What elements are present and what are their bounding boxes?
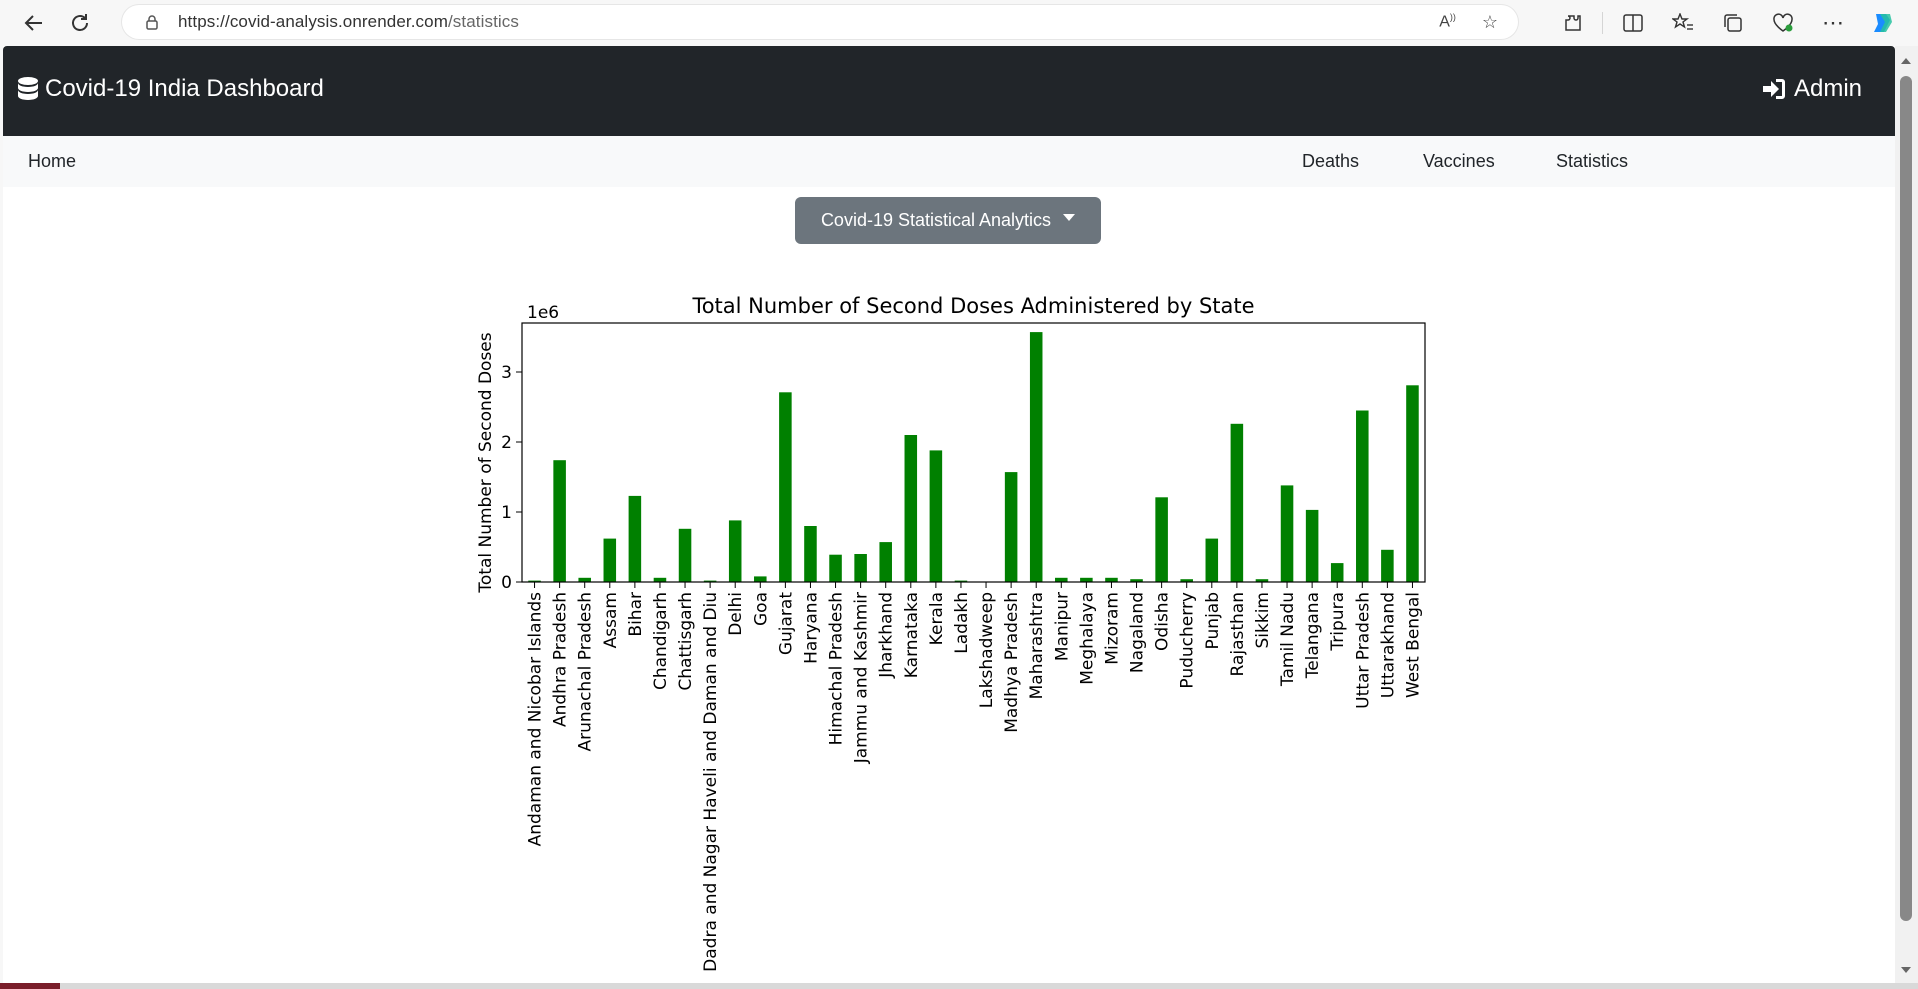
x-tick-label: Meghalaya: [1077, 592, 1097, 685]
x-tick-label: Gujarat: [776, 592, 796, 655]
x-tick-label: Chattisgarh: [676, 592, 696, 691]
taskbar-edge: [0, 983, 1918, 989]
bar: [1155, 497, 1168, 582]
url-host: https://covid-analysis.onrender.com: [178, 12, 448, 31]
bar: [578, 578, 591, 582]
bar: [1105, 578, 1118, 582]
y-tick-label: 3: [501, 363, 512, 383]
favorites-list-icon[interactable]: [1658, 3, 1708, 43]
bar: [1306, 510, 1319, 582]
x-tick-label: West Bengal: [1403, 592, 1423, 698]
lock-icon: [144, 14, 160, 30]
favorite-star-icon[interactable]: ☆: [1482, 12, 1498, 33]
copilot-icon[interactable]: [1858, 3, 1908, 43]
x-tick-label: Tripura: [1328, 592, 1348, 652]
bar: [1206, 539, 1219, 582]
x-tick-label: Rajasthan: [1228, 592, 1248, 677]
x-tick-label: Andaman and Nicobar Islands: [526, 592, 546, 847]
browser-toolbar: https://covid-analysis.onrender.com/stat…: [0, 0, 1918, 45]
x-tick-label: Uttarakhand: [1378, 592, 1398, 698]
bar: [1080, 578, 1093, 582]
bar: [1356, 411, 1369, 583]
bar: [1281, 485, 1294, 582]
reload-icon[interactable]: [58, 3, 102, 43]
scroll-up-arrow-icon[interactable]: [1901, 58, 1911, 64]
bar: [754, 576, 767, 582]
url-path: /statistics: [448, 12, 519, 31]
collections-icon[interactable]: [1708, 3, 1758, 43]
x-tick-label: Madhya Pradesh: [1002, 592, 1022, 733]
x-tick-label: Assam: [601, 592, 621, 648]
bar: [829, 555, 842, 582]
x-tick-label: Jharkhand: [877, 592, 897, 679]
y-tick-label: 1: [501, 503, 512, 523]
bar: [804, 526, 817, 582]
read-aloud-icon[interactable]: A)): [1439, 12, 1456, 31]
scroll-down-arrow-icon[interactable]: [1901, 967, 1911, 973]
x-tick-label: Ladakh: [952, 592, 972, 654]
extensions-icon[interactable]: [1548, 3, 1598, 43]
bar: [779, 392, 792, 582]
y-scale-label: 1e6: [527, 303, 559, 323]
bar: [1055, 578, 1068, 582]
x-tick-label: Dadra and Nagar Haveli and Daman and Diu: [701, 592, 721, 972]
x-tick-label: Lakshadweep: [977, 592, 997, 708]
x-tick-label: Manipur: [1052, 592, 1072, 661]
bar-chart: Total Number of Second Doses Administere…: [3, 46, 1895, 983]
bar: [930, 450, 943, 582]
bar: [854, 554, 867, 582]
bar: [1005, 472, 1018, 582]
bar: [654, 578, 667, 582]
x-tick-label: Puducherry: [1178, 592, 1198, 689]
split-screen-icon[interactable]: [1608, 3, 1658, 43]
x-tick-label: Punjab: [1203, 592, 1223, 649]
x-tick-label: Uttar Pradesh: [1353, 592, 1373, 709]
x-tick-label: Bihar: [626, 592, 646, 637]
x-tick-label: Goa: [751, 592, 771, 626]
chart-title: Total Number of Second Doses Administere…: [691, 294, 1254, 318]
x-tick-label: Andhra Pradesh: [551, 592, 571, 727]
bar: [879, 542, 892, 582]
x-tick-label: Odisha: [1153, 592, 1173, 651]
bar: [1331, 563, 1344, 582]
y-axis-label: Total Number of Second Doses: [476, 332, 496, 593]
bar: [729, 520, 742, 582]
taskbar-accent: [0, 983, 60, 989]
x-tick-label: Sikkim: [1253, 592, 1273, 649]
x-tick-label: Tamil Nadu: [1278, 592, 1298, 687]
bar: [1381, 550, 1394, 582]
bar: [905, 435, 918, 582]
vertical-scrollbar[interactable]: [1895, 46, 1918, 983]
x-tick-label: Mizoram: [1102, 592, 1122, 665]
x-tick-label: Jammu and Kashmir: [852, 592, 872, 764]
x-tick-label: Arunachal Pradesh: [576, 592, 596, 752]
x-tick-label: Delhi: [726, 592, 746, 636]
bar: [1406, 385, 1419, 582]
url-text: https://covid-analysis.onrender.com/stat…: [178, 12, 519, 32]
bar: [553, 460, 566, 582]
bar: [604, 539, 617, 582]
x-tick-label: Chandigarh: [651, 592, 671, 690]
bar: [1030, 332, 1043, 582]
x-tick-label: Telangana: [1303, 592, 1323, 679]
x-tick-label: Maharashtra: [1027, 592, 1047, 699]
bar: [679, 529, 692, 582]
y-tick-label: 2: [501, 433, 512, 453]
scroll-thumb[interactable]: [1900, 76, 1912, 921]
more-menu-icon[interactable]: ⋯: [1808, 3, 1858, 43]
x-tick-label: Haryana: [801, 592, 821, 664]
bar: [629, 496, 642, 582]
y-tick-label: 0: [501, 573, 512, 593]
x-tick-label: Karnataka: [902, 592, 922, 678]
x-tick-label: Nagaland: [1128, 592, 1148, 673]
x-tick-label: Himachal Pradesh: [827, 592, 847, 745]
bar: [1231, 424, 1244, 582]
toolbar-divider: [1602, 12, 1604, 34]
address-bar[interactable]: https://covid-analysis.onrender.com/stat…: [122, 5, 1518, 39]
page-viewport: Covid-19 India Dashboard Admin Home Deat…: [3, 46, 1895, 983]
browser-essentials-icon[interactable]: [1758, 3, 1808, 43]
back-icon[interactable]: [12, 3, 56, 43]
x-tick-label: Kerala: [927, 592, 947, 645]
